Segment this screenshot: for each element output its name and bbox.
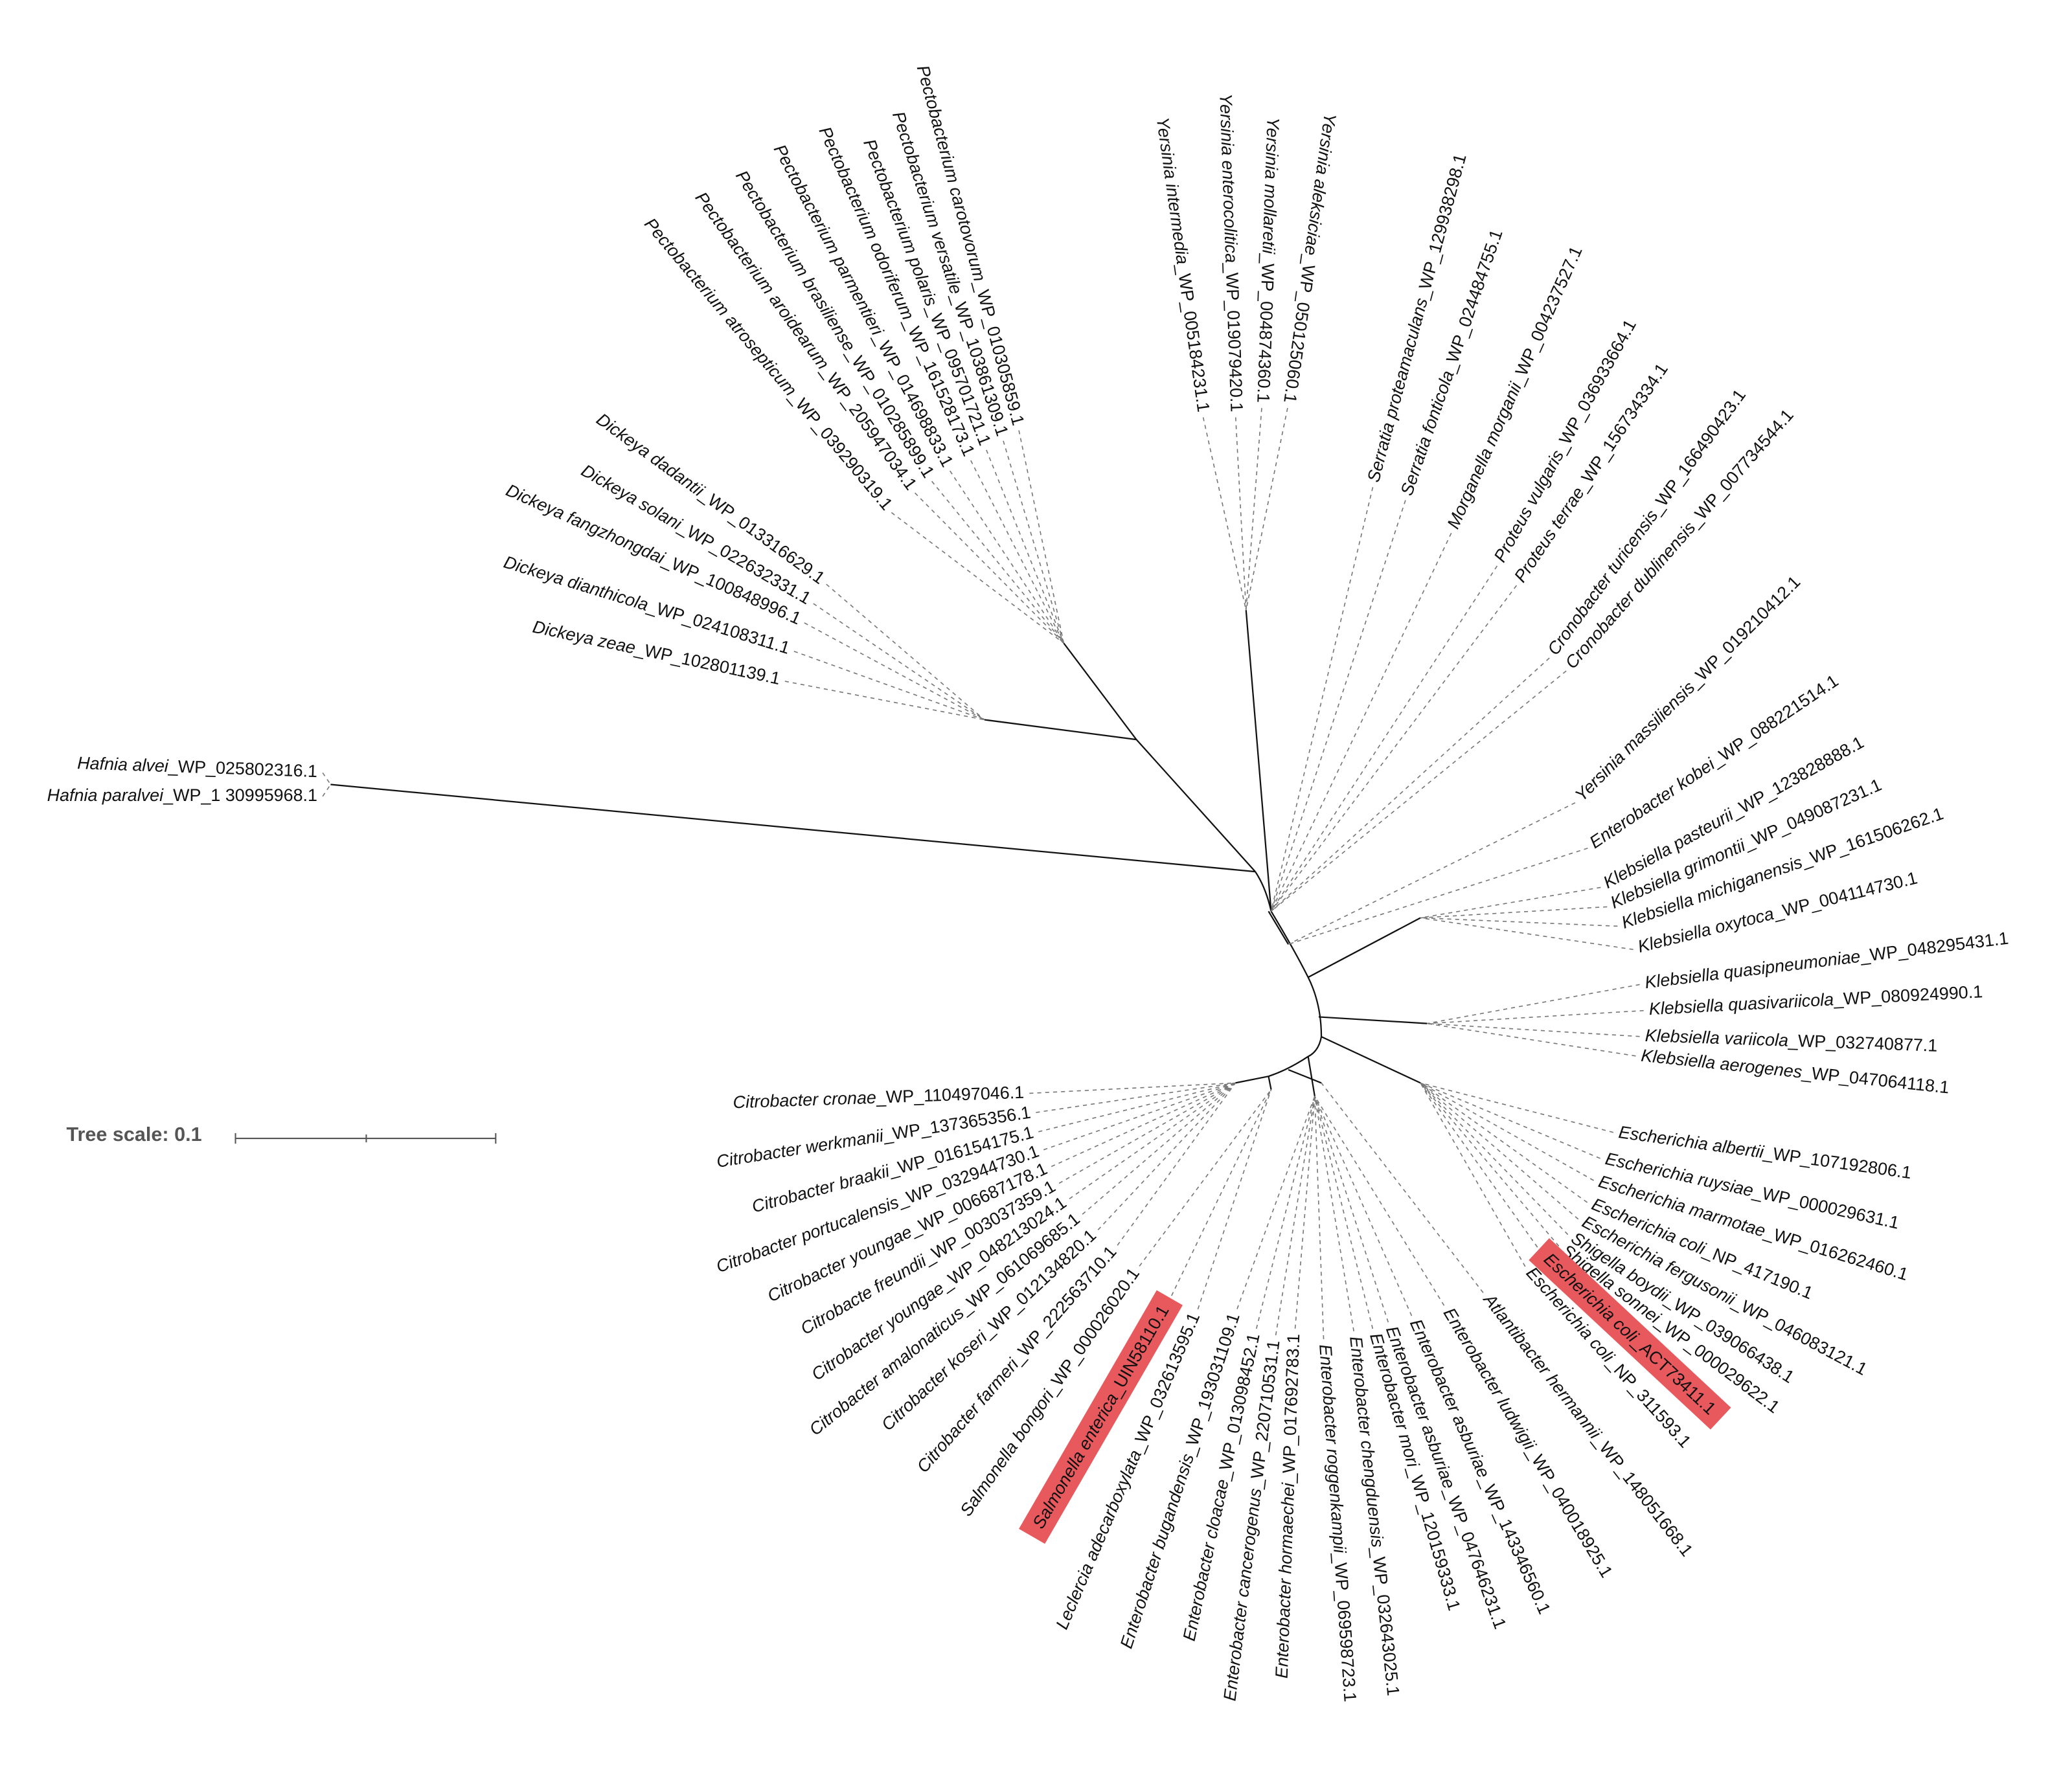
species-name: Hafnia paralvei [47,785,164,805]
branch [1245,610,1272,912]
leaf-connector [931,480,1064,644]
branch [1235,910,1428,1096]
species-name: Hafnia alvei [77,753,170,776]
leaf-label: Klebsiella variicola_WP_032740877.1 [1645,1026,1938,1055]
leaf-connector [1271,670,1567,912]
highlight [1529,1238,1731,1430]
tree-scale-label: Tree scale: 0.1 [66,1123,201,1145]
leaf-connector [322,784,332,797]
leaf: Klebsiella variicola_WP_032740877.1 [1645,1026,1938,1055]
leaf-connector [1420,1082,1600,1159]
leaf-connector [1270,565,1498,912]
leaf-connector [1139,1089,1272,1267]
leaf-connector [813,603,985,721]
leaf-connector [1058,1082,1236,1184]
tree-scale: Tree scale: 0.1 [66,1123,497,1145]
leaf-connector [1051,1082,1236,1168]
leaf-connector [1420,886,1601,919]
leaf-connector [1235,417,1247,611]
leaf-connector [1255,1096,1315,1329]
leaf-connector [1420,1082,1579,1220]
species-name: Yersinia mollaretii [1258,117,1282,255]
leaf-connector [1069,1082,1236,1199]
leaf-connector [1420,917,1618,927]
leaf-connector [915,492,1064,644]
leaf-connector [1314,1096,1325,1340]
leaf-connector [322,772,332,785]
leaf-connector [804,622,985,721]
branch [984,642,1256,872]
leaf-connector [1420,1082,1569,1235]
leaf-connector [970,460,1065,644]
leaf-connector [1420,1082,1614,1133]
leaf-connector [1314,1096,1354,1332]
connectors [322,407,1644,1340]
leaf-connector [793,651,985,721]
leaf-connector [1314,1096,1374,1329]
leaf-connector [1427,1022,1636,1057]
leaf-connector [1314,1096,1413,1316]
leaf-connector [986,449,1065,644]
leaf-connector [1117,1082,1236,1246]
branch [1268,910,1323,1077]
leaf-labels: Pectobacterium carotovorum_WP_010305859.… [47,63,2010,1703]
leaf-connector [1236,1096,1315,1309]
leaf-connector [1245,408,1262,611]
branch [330,784,1256,873]
leaf-connector [826,583,985,721]
leaf-connector [1288,802,1576,945]
leaf-label: Hafnia alvei_WP_025802316.1 [77,753,318,781]
leaf-connector [1270,500,1406,912]
leaf-connector [1270,487,1374,912]
leaf-connector [1420,1082,1543,1254]
leaf-connector [1245,407,1288,611]
highlight [1019,1290,1183,1544]
leaf-connector [1314,1096,1389,1323]
leaf-connector [1202,417,1247,611]
leaf-connector [1427,1022,1640,1037]
leaf-connector [1036,1082,1236,1113]
leaf-connector [1097,1082,1236,1230]
leaf-connector [1043,1082,1236,1151]
leaf-connector [1003,440,1065,644]
leaf-label: Hafnia paralvei_WP_1 30995968.1 [47,785,317,805]
leaf-connector [950,470,1065,644]
leaf: Hafnia paralvei_WP_1 30995968.1 [47,785,317,805]
leaf-connector [1275,1096,1315,1336]
leaf-connector [1314,1096,1445,1306]
leaf-connector [1197,1089,1272,1310]
leaf-connector [1082,1082,1236,1215]
leaf-connector [1420,1083,1526,1267]
leaf-connector [1029,1082,1236,1094]
accession: _WP_1 30995968.1 [163,785,317,805]
leaf-connector [1270,532,1452,912]
leaf-connector [1420,1082,1594,1181]
leaf-connector [784,681,985,721]
leaf-connector [1420,1082,1588,1203]
tree-branches [330,610,1428,1096]
leaf-connector [1288,848,1588,945]
leaf: Hafnia alvei_WP_025802316.1 [77,753,318,781]
leaf-connector [1038,1082,1236,1133]
